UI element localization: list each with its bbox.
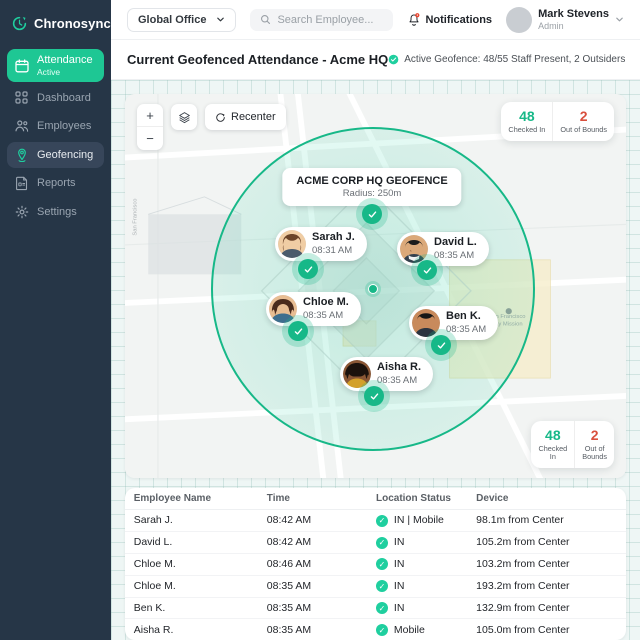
svg-text:San Francisco: San Francisco (133, 199, 139, 236)
